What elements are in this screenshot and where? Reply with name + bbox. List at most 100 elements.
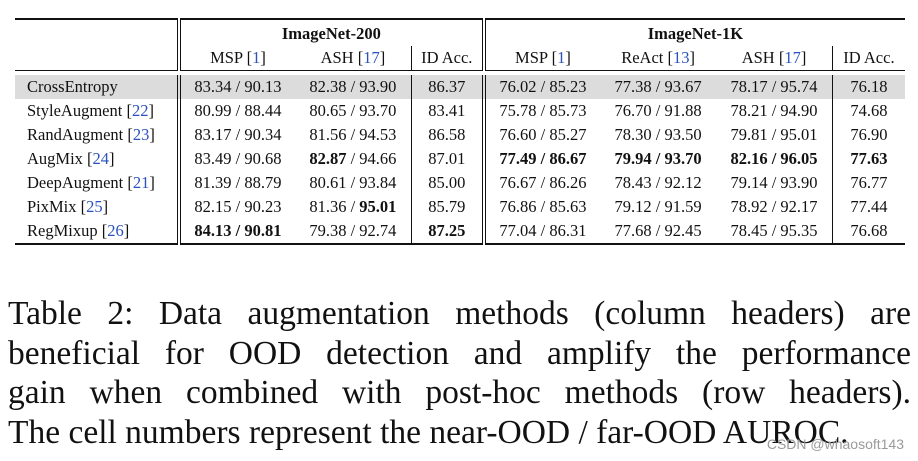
caption-line: beneficial for OOD detection and amplify… <box>8 334 911 372</box>
value-text: 74.68 <box>850 101 888 120</box>
value-cell: 80.61 / 93.84 <box>295 171 411 195</box>
value-cell: 83.34 / 90.13 <box>176 75 296 99</box>
table-row: PixMix [25] 82.15 / 90.23 81.36 / 95.01 85.… <box>15 195 905 219</box>
caption-line: Table 2: Data augmentation methods (colu… <box>8 295 911 332</box>
value-text: 76.86 / 85.63 <box>499 197 587 216</box>
value-cell: 80.65 / 93.70 <box>295 99 411 123</box>
value-cell: 76.86 / 85.63 <box>481 195 601 219</box>
value-text: 84.13 / 90.81 <box>194 221 282 240</box>
value-cell: 86.37 <box>410 75 484 99</box>
value-cell: 87.01 <box>410 147 484 171</box>
value-cell: 77.04 / 86.31 <box>481 219 601 245</box>
citation-ref[interactable]: 13 <box>672 48 690 67</box>
value-cell: 84.13 / 90.81 <box>176 219 296 245</box>
value-cell: 85.79 <box>410 195 484 219</box>
value-text: 81.36 / 95.01 <box>309 197 397 216</box>
citation-ref[interactable]: 25 <box>86 197 103 216</box>
citation-ref[interactable]: 17 <box>784 48 801 67</box>
citation-ref[interactable]: 26 <box>107 221 124 240</box>
value-text: 83.49 / 90.68 <box>194 149 282 168</box>
citation-ref[interactable]: 21 <box>132 173 150 192</box>
column-header-6: ASH [17] <box>716 46 833 71</box>
value-cell: 79.94 / 93.70 <box>600 147 716 171</box>
table-body: CrossEntropy 83.34 / 90.13 82.38 / 93.90 86… <box>15 71 905 245</box>
value-cell: 87.25 <box>410 219 484 245</box>
method-name: PixMix <box>27 197 77 216</box>
value-text: 79.12 / 91.59 <box>614 197 702 216</box>
value-text: 78.43 / 92.12 <box>614 173 702 192</box>
table-row: CrossEntropy 83.34 / 90.13 82.38 / 93.90 86… <box>15 75 905 99</box>
table-row: RegMixup [26] 84.13 / 90.81 79.38 / 92.74 8… <box>15 219 905 245</box>
column-header-7: ID Acc. <box>831 46 905 71</box>
method-cell: PixMix [25] <box>27 197 109 216</box>
column-header-label: ASH <box>320 48 354 67</box>
value-text: 85.79 <box>428 197 466 216</box>
value-cell: 80.99 / 88.44 <box>176 99 296 123</box>
results-table-container: ImageNet-200 ImageNet-1K MSP [1] ASH [17]… <box>15 18 905 245</box>
citation-ref[interactable]: 1 <box>252 48 261 67</box>
value-text: 76.68 <box>850 221 888 240</box>
value-cell: 76.70 / 91.88 <box>600 99 716 123</box>
value-text: 78.45 / 95.35 <box>730 221 818 240</box>
value-cell: 81.39 / 88.79 <box>176 171 296 195</box>
column-header-label: ASH <box>741 48 775 67</box>
value-cell: 82.87 / 94.66 <box>295 147 411 171</box>
value-cell: 79.81 / 95.01 <box>716 123 832 147</box>
value-cell: 78.92 / 92.17 <box>716 195 832 219</box>
method-name: DeepAugment <box>27 173 124 192</box>
value-cell: 78.21 / 94.90 <box>716 99 832 123</box>
citation-ref[interactable]: 23 <box>132 125 150 144</box>
value-cell: 78.45 / 95.35 <box>716 219 833 245</box>
citation-ref[interactable]: 17 <box>363 48 380 67</box>
group-header-imagenet-1k: ImageNet-1K <box>481 18 905 46</box>
table-caption: Table 2: Data augmentation methods (colu… <box>8 294 911 452</box>
value-cell: 79.38 / 92.74 <box>295 219 412 245</box>
value-cell: 76.77 <box>831 171 905 195</box>
value-cell: 77.44 <box>831 195 905 219</box>
citation-ref[interactable]: 24 <box>92 149 110 168</box>
value-cell: 76.90 <box>831 123 905 147</box>
value-text: 78.92 / 92.17 <box>730 197 818 216</box>
method-cell: RandAugment [23] <box>27 125 155 144</box>
value-cell: 76.67 / 86.26 <box>481 171 601 195</box>
far-ood-value: 94.66 <box>359 149 397 168</box>
value-text: 76.67 / 86.26 <box>499 173 587 192</box>
method-name: RegMixup <box>27 221 98 240</box>
method-name: RandAugment <box>27 125 124 144</box>
column-header-1: MSP [1] <box>176 46 296 71</box>
value-cell: 77.49 / 86.67 <box>481 147 601 171</box>
value-cell: 79.14 / 93.90 <box>716 171 832 195</box>
value-text: 81.56 / 94.53 <box>309 125 397 144</box>
value-text: 82.15 / 90.23 <box>194 197 282 216</box>
value-text: 80.61 / 93.84 <box>309 173 397 192</box>
value-text: 81.39 / 88.79 <box>194 173 282 192</box>
value-text: 76.70 / 91.88 <box>614 101 702 120</box>
column-header-label: ReAct <box>621 48 664 67</box>
value-text: 85.00 <box>428 173 466 192</box>
citation-ref[interactable]: 1 <box>557 48 566 67</box>
value-text: 75.78 / 85.73 <box>499 101 587 120</box>
value-text: 76.60 / 85.27 <box>499 125 587 144</box>
column-header-label: ID Acc. <box>843 48 895 67</box>
value-cell: 83.17 / 90.34 <box>176 123 296 147</box>
column-header-label: ID Acc. <box>421 48 473 67</box>
watermark: CSDN @whaosoft143 <box>766 436 904 452</box>
value-text: 79.81 / 95.01 <box>730 125 818 144</box>
value-text: 77.44 <box>850 197 888 216</box>
value-cell: 83.41 <box>410 99 484 123</box>
value-text: 76.77 <box>850 173 888 192</box>
near-ood-value: 82.87 <box>309 149 347 168</box>
caption-line: The cell numbers represent the near-OOD … <box>8 413 849 451</box>
value-text: 79.94 / 93.70 <box>614 149 702 168</box>
value-cell: 76.02 / 85.23 <box>481 75 601 99</box>
near-ood-value: 81.36 <box>309 197 347 216</box>
method-cell: StyleAugment [22] <box>27 101 154 120</box>
value-cell: 81.36 / 95.01 <box>295 195 411 219</box>
table-row: DeepAugment [21] 81.39 / 88.79 80.61 / 93.… <box>15 171 905 195</box>
method-name: CrossEntropy <box>27 77 118 96</box>
value-text: 77.49 / 86.67 <box>499 149 587 168</box>
value-cell: 76.68 <box>831 219 905 245</box>
table-row: StyleAugment [22] 80.99 / 88.44 80.65 / 93… <box>15 99 905 123</box>
citation-ref[interactable]: 22 <box>131 101 149 120</box>
column-header-2: ASH [17] <box>295 46 412 71</box>
